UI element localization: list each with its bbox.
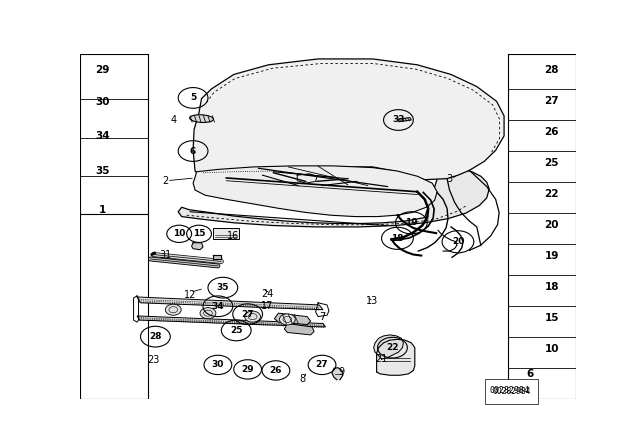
Text: 00282984: 00282984 [492,387,531,396]
Text: 22: 22 [545,189,559,199]
Polygon shape [213,254,221,259]
Text: 35: 35 [216,283,229,292]
Polygon shape [137,316,326,327]
Text: 20: 20 [452,237,464,246]
Text: 15: 15 [545,313,559,323]
Text: 19: 19 [545,251,559,261]
Text: 25: 25 [545,158,559,168]
Text: 24: 24 [261,289,274,298]
Polygon shape [275,313,310,324]
Circle shape [280,314,295,325]
Bar [213,228,239,239]
Text: 19: 19 [405,218,418,227]
Text: 27: 27 [316,360,328,370]
Circle shape [244,311,260,322]
Text: 6: 6 [190,146,196,155]
Text: 15: 15 [193,229,205,238]
Text: 28: 28 [149,332,162,341]
Text: 12: 12 [184,289,196,300]
Text: 1: 1 [99,205,106,215]
Polygon shape [193,166,437,216]
Text: 34: 34 [212,302,224,311]
Text: 26: 26 [545,127,559,137]
Text: 27: 27 [241,310,254,319]
Text: 3: 3 [447,174,452,184]
Ellipse shape [189,115,213,122]
Text: 5: 5 [527,385,534,395]
Text: 33: 33 [392,116,404,125]
Text: 18: 18 [545,282,559,292]
Polygon shape [332,368,343,380]
Text: 10: 10 [173,229,186,238]
Polygon shape [178,167,489,227]
Polygon shape [374,335,403,359]
Polygon shape [376,340,415,375]
Polygon shape [191,243,203,250]
Text: 6: 6 [527,369,534,379]
Text: 2: 2 [162,176,168,186]
Text: 5: 5 [190,94,196,103]
Polygon shape [284,323,314,335]
Text: 8: 8 [299,374,305,384]
Polygon shape [193,59,504,180]
Text: 25: 25 [230,326,243,335]
Text: 21: 21 [376,354,388,364]
Text: 29: 29 [241,365,254,374]
Text: 30: 30 [212,360,224,370]
Text: 7: 7 [319,312,325,322]
Circle shape [165,304,181,315]
Text: 20: 20 [545,220,559,230]
Text: 10: 10 [545,345,559,354]
Text: 35: 35 [95,166,109,176]
Text: 4: 4 [170,115,176,125]
Text: 00282984: 00282984 [489,386,529,395]
Text: 9: 9 [339,367,345,377]
Polygon shape [397,117,412,122]
Bar [492,385,526,397]
Text: 27: 27 [545,96,559,106]
Text: 29: 29 [95,65,109,75]
Circle shape [200,308,216,319]
Text: 26: 26 [269,366,282,375]
Text: 22: 22 [386,343,399,352]
Text: 34: 34 [95,131,109,141]
Text: 18: 18 [391,234,404,243]
Text: 31: 31 [159,250,172,259]
Polygon shape [137,297,323,310]
Text: 30: 30 [95,97,109,107]
Text: 23: 23 [147,355,159,365]
Text: 17: 17 [261,301,274,311]
Text: 28: 28 [545,65,559,75]
Text: 16: 16 [227,231,239,241]
Text: 13: 13 [365,297,378,306]
